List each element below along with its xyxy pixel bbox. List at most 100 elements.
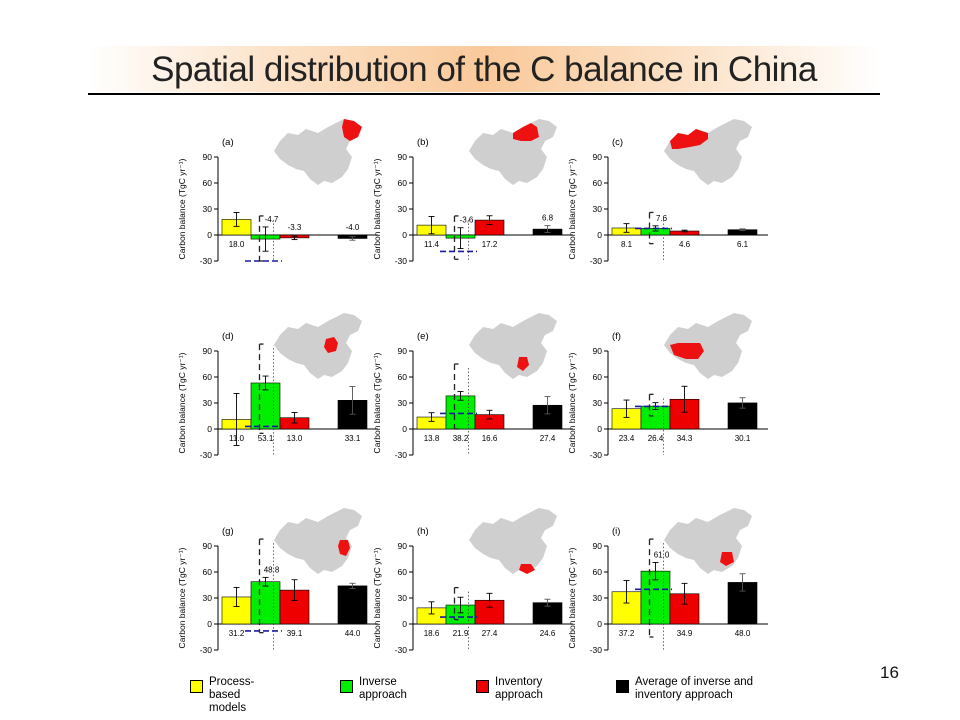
data-label-inverse: 48.8 [264,565,280,574]
y-tick-label: 60 [593,567,603,577]
china-outline [469,119,557,185]
data-label-process: 23.4 [619,434,635,443]
china-map-thumbnail [469,508,557,574]
data-label-inverse: -3.6 [460,216,474,225]
y-axis-title: Carbon balance (TgC yr⁻¹) [177,352,187,453]
y-tick-label: 90 [593,346,603,356]
y-tick-label: 0 [207,424,212,434]
y-axis-title: Carbon balance (TgC yr⁻¹) [372,352,382,453]
china-outline [274,508,362,574]
panel-label: (a) [222,137,234,148]
legend-swatch-process [190,680,203,693]
highlighted-region [324,337,338,353]
china-outline [664,119,752,185]
china-map-thumbnail [664,119,752,185]
y-tick-label: 0 [402,230,407,240]
chart-panel-a: (a) Carbon balance (TgC yr⁻¹) -30 0 30 60 90 18… [177,119,378,266]
y-tick-label: 90 [203,541,213,551]
data-label-inventory: 39.1 [287,629,303,638]
y-tick-label: 60 [398,178,408,188]
highlighted-region [519,564,535,574]
panel-label: (c) [612,137,623,148]
y-tick-label: 0 [597,230,602,240]
china-outline [469,508,557,574]
data-label-inventory: 34.3 [677,434,693,443]
y-axis-title: Carbon balance (TgC yr⁻¹) [177,158,187,259]
title-underline [88,93,880,95]
data-label-average: 6.8 [542,214,554,223]
y-tick-label: 30 [593,593,603,603]
y-tick-label: 60 [593,372,603,382]
bar-inverse [250,581,281,625]
title-banner: Spatial distribution of the C balance in… [88,46,880,92]
chart-panel-f: (f) Carbon balance (TgC yr⁻¹) -30 0 30 60 90 23… [567,313,768,460]
data-label-average: 30.1 [735,434,751,443]
legend-label-inverse: Inverse approach [359,676,407,701]
legend-swatch-inventory [476,680,489,693]
highlighted-region [670,129,708,149]
data-label-inventory: -3.3 [288,223,302,232]
y-tick-label: 60 [203,567,213,577]
y-tick-label: 60 [398,372,408,382]
y-tick-label: 0 [597,619,602,629]
y-axis-title: Carbon balance (TgC yr⁻¹) [567,352,577,453]
china-map-thumbnail [274,119,362,185]
china-outline [664,508,752,574]
y-axis-title: Carbon balance (TgC yr⁻¹) [177,547,187,648]
y-tick-label: -30 [200,450,213,460]
data-label-inventory: 17.2 [482,240,498,249]
data-label-inverse: 26.4 [648,434,664,443]
y-tick-label: 90 [203,152,213,162]
data-label-process: 18.6 [424,629,440,638]
china-outline [274,119,362,185]
china-outline [469,313,557,379]
chart-panel-b: (b) Carbon balance (TgC yr⁻¹) -30 0 30 60 90 11… [372,119,573,266]
y-tick-label: -30 [395,645,408,655]
data-label-average: -4.0 [346,223,360,232]
y-tick-label: 0 [207,619,212,629]
legend-swatch-inverse [340,680,353,693]
china-map-thumbnail [469,119,557,185]
china-outline [274,313,362,379]
panel-label: (h) [417,526,429,537]
legend-label-inventory: Inventory approach [495,676,543,701]
panel-label: (e) [417,331,429,342]
chart-panel-i: (i) Carbon balance (TgC yr⁻¹) -30 0 30 60 90 37… [567,508,768,655]
bar-average [337,585,368,625]
highlighted-region [513,123,539,141]
legend-item-average: Average of inverse and inventory approac… [616,676,785,706]
highlighted-region [342,119,362,141]
data-label-average: 24.6 [540,629,556,638]
y-tick-label: -30 [200,256,213,266]
legend-item-inventory: Inventory approach [476,676,543,706]
data-label-average: 33.1 [345,434,361,443]
y-tick-label: 0 [597,424,602,434]
y-axis-title: Carbon balance (TgC yr⁻¹) [567,158,577,259]
y-tick-label: 90 [398,346,408,356]
data-label-inverse: 21.9 [453,629,469,638]
panel-label: (d) [222,331,234,342]
data-label-average: 6.1 [737,240,749,249]
legend-label-process: Process-based models [209,676,255,714]
y-tick-label: 30 [398,593,408,603]
panel-label: (i) [612,526,620,537]
panel-label: (f) [612,331,621,342]
chart-panel-h: (h) Carbon balance (TgC yr⁻¹) -30 0 30 60 90 18… [372,508,573,655]
legend-label-average: Average of inverse and inventory approac… [635,676,754,701]
legend-item-process: Process-based models [190,676,254,714]
y-tick-label: 30 [203,204,213,214]
data-label-inventory: 27.4 [482,629,498,638]
y-tick-label: 90 [398,152,408,162]
y-tick-label: 0 [207,230,212,240]
y-tick-label: 0 [402,619,407,629]
highlighted-region [670,343,704,359]
data-label-inverse: 7.6 [656,214,668,223]
data-label-average: 48.0 [735,629,751,638]
highlighted-region [720,552,734,566]
y-tick-label: -30 [590,256,603,266]
y-tick-label: 90 [593,152,603,162]
data-label-process: 18.0 [229,240,245,249]
y-axis-title: Carbon balance (TgC yr⁻¹) [372,547,382,648]
chart-panel-e: (e) Carbon balance (TgC yr⁻¹) -30 0 30 60 90 13… [372,313,573,460]
